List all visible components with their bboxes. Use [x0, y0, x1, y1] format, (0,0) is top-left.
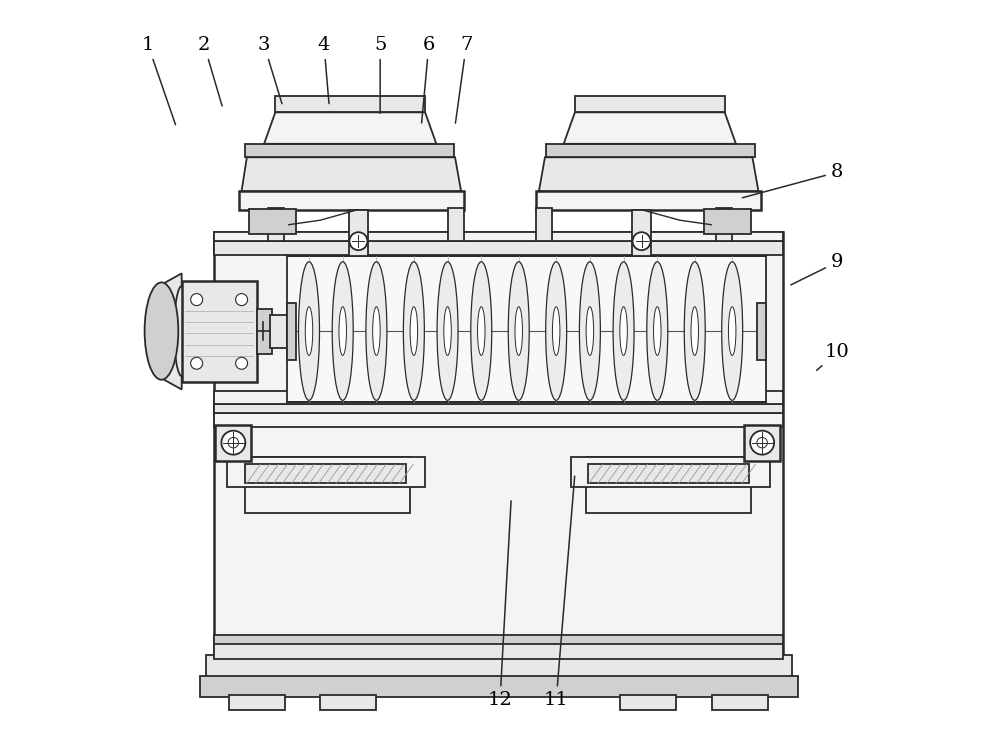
Bar — [206, 655, 792, 678]
Bar — [320, 695, 376, 710]
Text: 10: 10 — [817, 343, 849, 371]
Bar — [227, 457, 425, 487]
Bar — [214, 241, 783, 255]
Ellipse shape — [579, 261, 600, 400]
Bar — [448, 208, 464, 241]
Bar — [214, 391, 783, 404]
Bar — [270, 315, 287, 348]
Text: 3: 3 — [258, 36, 282, 103]
Ellipse shape — [478, 306, 485, 355]
Ellipse shape — [691, 306, 698, 355]
Ellipse shape — [647, 261, 668, 400]
Ellipse shape — [145, 282, 178, 380]
Ellipse shape — [444, 306, 451, 355]
Ellipse shape — [515, 306, 522, 355]
Bar — [245, 457, 410, 513]
Circle shape — [228, 437, 239, 448]
Bar — [704, 209, 751, 234]
Ellipse shape — [332, 261, 353, 400]
Bar — [287, 256, 766, 402]
Bar — [575, 96, 725, 112]
Polygon shape — [264, 112, 436, 144]
Polygon shape — [161, 273, 182, 389]
Ellipse shape — [437, 261, 458, 400]
Text: 7: 7 — [455, 36, 472, 123]
Ellipse shape — [305, 306, 313, 355]
Circle shape — [236, 357, 248, 369]
Ellipse shape — [586, 306, 594, 355]
Ellipse shape — [546, 261, 567, 400]
Polygon shape — [564, 112, 736, 144]
Bar — [744, 425, 780, 461]
Text: 12: 12 — [488, 501, 512, 709]
Ellipse shape — [722, 261, 743, 400]
Ellipse shape — [654, 306, 661, 355]
Ellipse shape — [552, 306, 560, 355]
Bar — [546, 144, 755, 157]
Circle shape — [633, 232, 651, 250]
Ellipse shape — [728, 306, 736, 355]
Bar — [268, 208, 284, 241]
Bar — [182, 281, 257, 382]
Bar — [757, 303, 766, 360]
Polygon shape — [242, 157, 461, 191]
Bar — [200, 676, 798, 697]
Ellipse shape — [373, 306, 380, 355]
Ellipse shape — [339, 306, 346, 355]
Circle shape — [349, 232, 367, 250]
Bar — [214, 413, 783, 427]
Ellipse shape — [471, 261, 492, 400]
Ellipse shape — [403, 261, 424, 400]
Text: 1: 1 — [142, 36, 176, 124]
Circle shape — [236, 294, 248, 306]
Ellipse shape — [299, 261, 319, 400]
Bar — [349, 210, 368, 256]
Bar — [214, 643, 783, 659]
Text: 2: 2 — [198, 36, 222, 106]
Bar — [245, 144, 454, 157]
Bar — [257, 309, 272, 354]
Ellipse shape — [620, 306, 627, 355]
Bar — [536, 208, 552, 241]
Bar — [536, 191, 761, 210]
Circle shape — [750, 431, 774, 455]
Text: 6: 6 — [422, 36, 435, 123]
Ellipse shape — [366, 261, 387, 400]
Ellipse shape — [410, 306, 418, 355]
Text: 5: 5 — [374, 36, 386, 113]
Circle shape — [191, 294, 203, 306]
Circle shape — [221, 431, 245, 455]
Ellipse shape — [684, 261, 705, 400]
Bar — [215, 425, 251, 461]
Bar — [214, 232, 783, 241]
Circle shape — [191, 357, 203, 369]
Bar — [586, 457, 751, 513]
Circle shape — [757, 437, 767, 448]
Bar — [249, 209, 296, 234]
Text: 8: 8 — [742, 163, 843, 198]
Bar — [245, 464, 406, 483]
Bar — [275, 96, 425, 112]
Ellipse shape — [613, 261, 634, 400]
Text: 4: 4 — [318, 36, 330, 103]
Bar — [214, 232, 783, 659]
Bar — [214, 635, 783, 644]
Text: 9: 9 — [791, 253, 843, 285]
Bar — [287, 303, 296, 360]
Text: 11: 11 — [544, 476, 575, 709]
Ellipse shape — [508, 261, 529, 400]
Bar — [588, 464, 749, 483]
Bar — [716, 208, 732, 241]
Bar — [632, 210, 651, 256]
Ellipse shape — [174, 286, 189, 376]
Bar — [229, 695, 285, 710]
Polygon shape — [539, 157, 758, 191]
Bar — [214, 404, 783, 413]
Bar — [712, 695, 768, 710]
Bar — [571, 457, 770, 487]
Bar — [239, 191, 464, 210]
Bar — [620, 695, 676, 710]
